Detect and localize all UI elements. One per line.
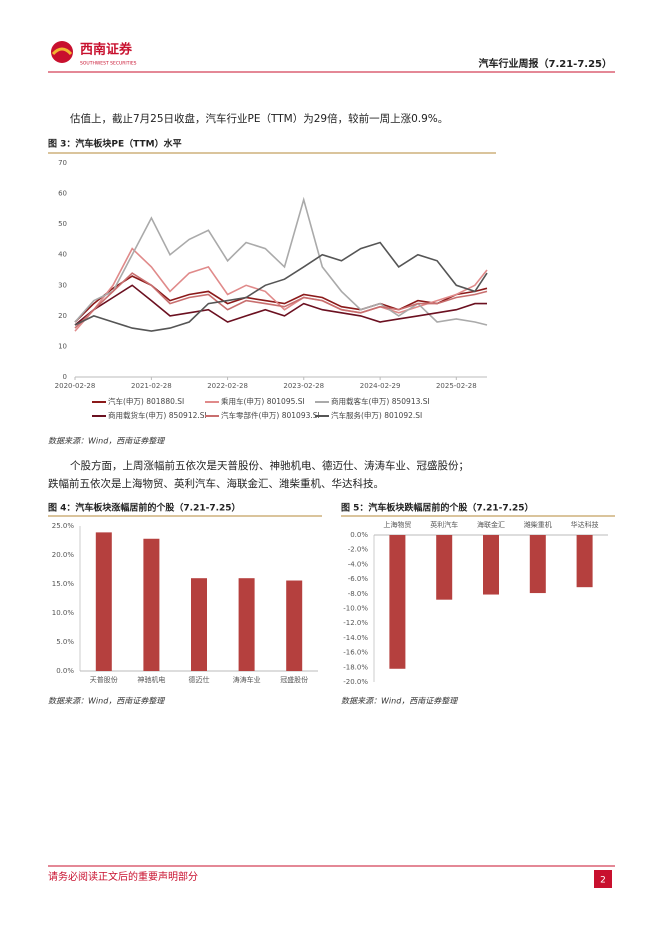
x-tick-label: 潍柴重机: [524, 520, 552, 529]
figure-title: 图 3：汽车板块PE（TTM）水平: [48, 138, 182, 150]
y-tick-label: 10: [58, 342, 67, 350]
x-tick-label: 2025-02-28: [436, 382, 477, 390]
legend-label: 汽车(申万) 801880.SI: [108, 396, 184, 406]
bar: [576, 535, 593, 588]
y-tick-label: 0: [63, 373, 67, 381]
bar: [389, 535, 406, 669]
bar: [436, 535, 453, 600]
y-tick-label: 25.0%: [52, 522, 75, 530]
y-tick-label: 60: [58, 190, 67, 198]
legend-label: 商用载客车(申万) 850913.SI: [331, 396, 430, 406]
source: 数据来源：Wind，西南证券整理: [48, 697, 165, 706]
y-tick-label: -20.0%: [343, 678, 368, 686]
series-line: [74, 241, 488, 332]
bar: [143, 538, 160, 671]
y-tick-label: -2.0%: [348, 546, 369, 554]
y-tick-label: 0.0%: [56, 667, 74, 675]
logo-arc: [51, 47, 73, 56]
bar: [191, 578, 207, 671]
x-tick-label: 2023-02-28: [283, 382, 324, 390]
y-tick-label: 0.0%: [350, 531, 368, 539]
bar: [95, 532, 112, 671]
source: 数据来源：Wind，西南证券整理: [48, 437, 165, 446]
x-tick-label: 2024-02-29: [360, 382, 401, 390]
paragraph: 估值上，截止7月25日收盘，汽车行业PE（TTM）为29倍，较前一周上涨0.9%…: [70, 112, 448, 125]
legend-label: 商用载货车(申万) 850912.SI: [108, 410, 207, 420]
y-tick-label: 10.0%: [52, 609, 75, 617]
bar: [238, 578, 255, 671]
page-box: [594, 870, 612, 888]
x-tick-label: 上海物贸: [383, 520, 411, 529]
series-line: [74, 196, 488, 326]
legend-label: 汽车服务(申万) 801092.SI: [331, 410, 422, 420]
x-tick-label: 德迈仕: [189, 675, 210, 684]
bar: [529, 535, 546, 594]
y-tick-label: -6.0%: [348, 575, 369, 583]
y-tick-label: -14.0%: [343, 634, 368, 642]
legend-label: 乘用车(申万) 801095.SI: [221, 396, 305, 406]
figure-title: 图 4：汽车板块涨幅居前的个股（7.21-7.25）: [48, 502, 241, 514]
x-tick-label: 冠盛股份: [280, 675, 308, 684]
bar: [483, 535, 499, 595]
bar: [286, 580, 303, 671]
paragraph: 跌幅前五依次是上海物贸、英利汽车、海联金汇、潍柴重机、华达科技。: [48, 477, 384, 490]
y-tick-label: 30: [58, 281, 67, 289]
y-tick-label: 20.0%: [52, 551, 75, 559]
y-tick-label: -10.0%: [343, 605, 368, 613]
y-tick-label: 70: [58, 159, 67, 167]
x-tick-label: 天普股份: [90, 675, 118, 684]
x-tick-label: 神驰机电: [137, 675, 165, 684]
x-tick-label: 涛涛车业: [233, 675, 261, 684]
y-tick-label: 5.0%: [56, 638, 74, 646]
x-tick-label: 华达科技: [571, 520, 599, 529]
series-line: [74, 284, 487, 326]
report-title: 汽车行业周报（7.21-7.25）: [479, 57, 613, 70]
y-tick-label: 50: [58, 220, 67, 228]
y-tick-label: -12.0%: [343, 619, 368, 627]
paragraph: 个股方面，上周涨幅前五依次是天普股份、神驰机电、德迈仕、涛涛车业、冠盛股份；: [70, 459, 469, 472]
source: 数据来源：Wind，西南证券整理: [341, 697, 458, 706]
y-tick-label: -18.0%: [343, 663, 368, 671]
x-tick-label: 2020-02-28: [55, 382, 96, 390]
x-tick-label: 海联金汇: [477, 520, 505, 529]
figure-title: 图 5：汽车板块跌幅居前的个股（7.21-7.25）: [341, 502, 534, 514]
y-tick-label: 15.0%: [52, 580, 75, 588]
page-number: 2: [600, 876, 606, 886]
series-line: [74, 247, 488, 332]
x-tick-label: 2022-02-28: [207, 382, 248, 390]
x-tick-label: 2021-02-28: [131, 382, 172, 390]
series-line: [74, 272, 488, 329]
legend-label: 汽车零部件(申万) 801093.SI: [221, 410, 320, 420]
series-line: [74, 275, 488, 323]
footer-notice: 请务必阅读正文后的重要声明部分: [48, 870, 198, 883]
y-tick-label: -4.0%: [348, 560, 369, 568]
y-tick-label: 40: [58, 251, 67, 259]
y-tick-label: -16.0%: [343, 649, 368, 657]
y-tick-label: -8.0%: [348, 590, 369, 598]
y-tick-label: 20: [58, 312, 67, 320]
logo-en: SOUTHWEST SECURITIES: [80, 61, 137, 67]
x-tick-label: 英利汽车: [430, 520, 458, 529]
logo-cn: 西南证券: [80, 42, 133, 58]
logo-icon: [51, 41, 73, 63]
